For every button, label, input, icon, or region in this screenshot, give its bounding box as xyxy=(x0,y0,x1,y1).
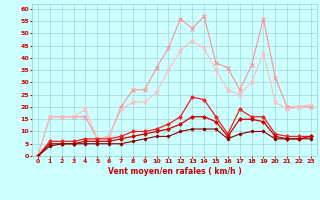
X-axis label: Vent moyen/en rafales ( km/h ): Vent moyen/en rafales ( km/h ) xyxy=(108,167,241,176)
